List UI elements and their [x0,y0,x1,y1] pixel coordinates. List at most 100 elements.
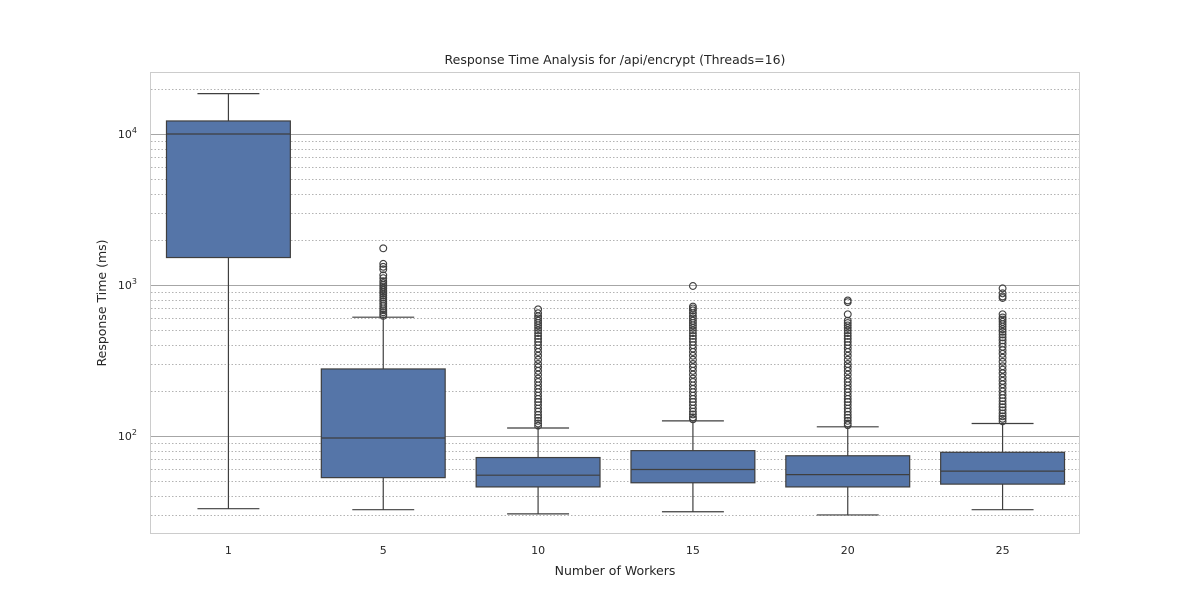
y-axis-label: Response Time (ms) [94,239,109,366]
outlier-point [379,271,388,280]
box-5 [320,244,446,511]
x-tick-label: 10 [531,544,545,557]
outlier-point [998,400,1007,409]
outlier-point [534,355,543,364]
outlier-point [688,282,697,290]
outlier-point [998,394,1007,403]
outlier-point [534,416,543,425]
x-tick-label: 25 [996,544,1010,557]
outlier-point [843,410,852,419]
outlier-point [688,348,697,356]
outlier-point [688,306,697,315]
outlier-point [998,369,1007,378]
box-iqr [630,450,756,484]
boxes-layer [165,93,1066,516]
outlier-point [998,346,1007,355]
outlier-point [534,319,543,327]
outlier-point [379,244,388,253]
x-axis-label: Number of Workers [555,563,676,578]
outlier-point [998,330,1007,339]
outlier-point [379,308,388,317]
outlier-point [534,366,543,375]
outlier-point [379,262,388,271]
y-tick-label: 102 [118,428,137,443]
outlier-point [998,310,1007,319]
outlier-point [688,415,697,424]
box-15 [630,282,756,513]
outlier-point [534,413,543,422]
outlier-point [534,321,543,330]
outlier-point [998,365,1007,374]
outlier-point [688,407,697,416]
outlier-point [379,311,388,320]
outlier-point [998,322,1007,331]
outlier-point [843,310,852,319]
x-tick-label: 1 [225,544,232,557]
outlier-point [998,349,1007,358]
outlier-point [534,407,543,416]
outlier-point [534,331,543,340]
outlier-point [688,404,697,413]
outlier-point [998,417,1007,426]
outlier-point [534,421,543,430]
outlier-point [843,366,852,375]
outlier-point [688,351,697,360]
outlier-point [843,298,852,307]
outlier-point [534,351,543,360]
y-tick-label: 103 [118,277,137,292]
outlier-point [998,414,1007,423]
outlier-point [843,413,852,422]
outlier-point [843,407,852,416]
outlier-point [688,331,697,340]
outlier-point [379,259,388,268]
x-tick-labels: 1 5 10 15 20 25 [225,544,1010,557]
outlier-point [998,320,1007,329]
outlier-point [998,353,1007,362]
outlier-point [998,409,1007,418]
outlier-point [688,326,697,335]
box-iqr [320,368,446,479]
outlier-point [998,327,1007,336]
grid-lines [151,89,1080,516]
outlier-point [843,329,852,338]
chart-title: Response Time Analysis for /api/encrypt … [445,52,786,67]
outlier-point [534,309,543,318]
box-iqr [940,451,1066,485]
outlier-point [998,289,1007,298]
outlier-point [688,309,697,318]
outlier-point [843,348,852,356]
outlier-point [688,355,697,364]
outlier-point [534,323,543,332]
x-tick-label: 20 [841,544,855,557]
outlier-point [843,421,852,430]
outlier-point [688,329,697,338]
outlier-point [998,325,1007,334]
outlier-point [843,326,852,335]
box-iqr [785,455,911,488]
outlier-point [379,265,388,274]
outlier-point [998,412,1007,421]
y-tick-labels: 102 103 104 [118,126,137,443]
outlier-point [998,284,1007,293]
outlier-point [843,321,852,330]
outlier-point [688,366,697,375]
outlier-point [843,351,852,360]
outlier-point [843,323,852,332]
outlier-point [843,416,852,425]
plot-frame [150,72,1080,534]
outlier-point [998,397,1007,406]
outlier-point [379,302,388,311]
outlier-point [534,326,543,335]
outlier-point [998,294,1007,302]
outlier-point [998,333,1007,342]
box-20 [785,296,911,516]
outlier-point [534,419,543,428]
box-iqr [165,120,291,259]
outlier-point [998,406,1007,415]
box-1 [165,93,291,510]
outlier-point [843,319,852,327]
outlier-point [843,355,852,364]
box-10 [475,305,601,515]
outlier-point [688,410,697,419]
